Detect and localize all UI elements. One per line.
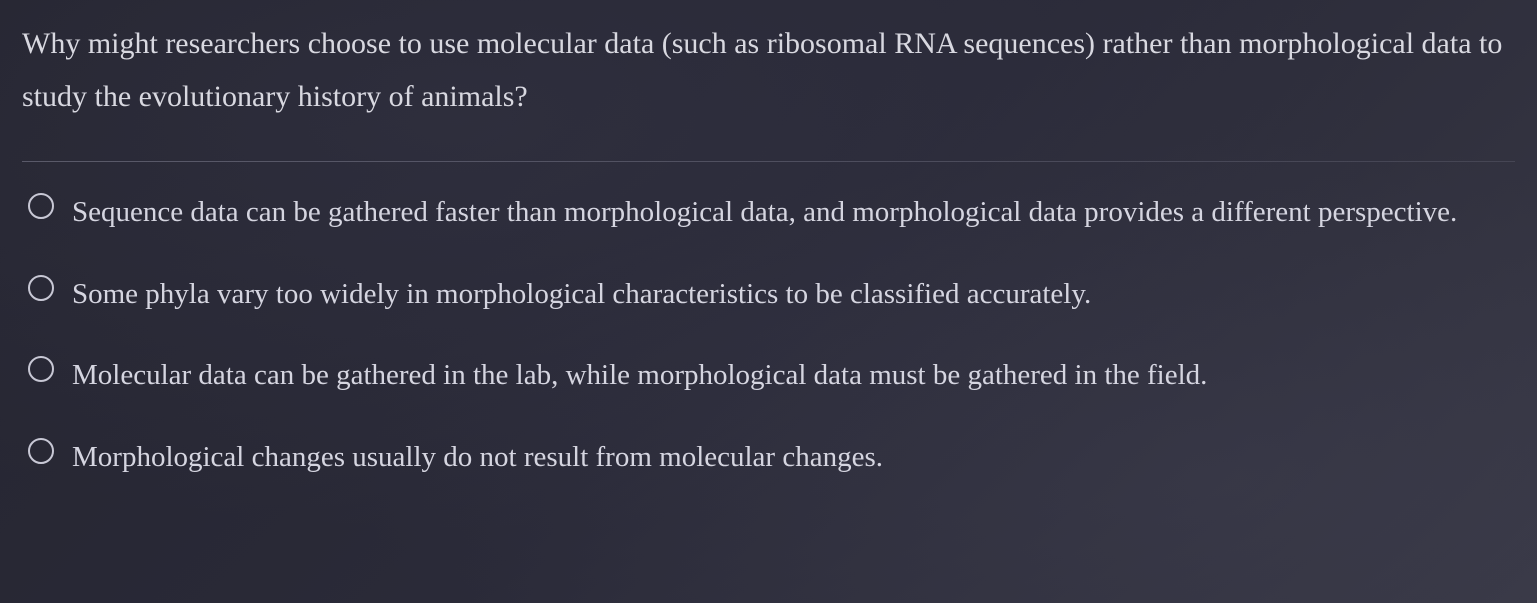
option-text: Molecular data can be gathered in the la… [72, 349, 1207, 403]
option-row[interactable]: Sequence data can be gathered faster tha… [22, 186, 1515, 240]
question-text: Why might researchers choose to use mole… [22, 18, 1515, 123]
radio-button[interactable] [28, 356, 54, 382]
radio-button[interactable] [28, 275, 54, 301]
divider [22, 161, 1515, 162]
option-text: Some phyla vary too widely in morphologi… [72, 268, 1091, 322]
option-text: Sequence data can be gathered faster tha… [72, 186, 1457, 240]
option-row[interactable]: Molecular data can be gathered in the la… [22, 349, 1515, 403]
option-text: Morphological changes usually do not res… [72, 431, 883, 485]
radio-button[interactable] [28, 438, 54, 464]
options-list: Sequence data can be gathered faster tha… [22, 186, 1515, 485]
option-row[interactable]: Some phyla vary too widely in morphologi… [22, 268, 1515, 322]
option-row[interactable]: Morphological changes usually do not res… [22, 431, 1515, 485]
radio-button[interactable] [28, 193, 54, 219]
